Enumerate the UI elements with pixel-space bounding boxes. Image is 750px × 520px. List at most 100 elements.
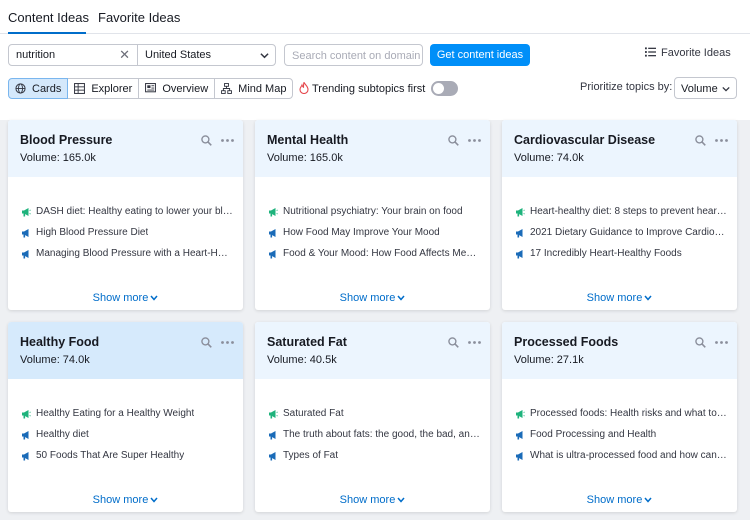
country-select[interactable]: United States bbox=[137, 44, 276, 66]
search-icon[interactable] bbox=[448, 337, 459, 348]
search-icon[interactable] bbox=[448, 135, 459, 146]
prioritize-select[interactable]: Volume bbox=[674, 77, 737, 99]
view-explorer-label: Explorer bbox=[91, 82, 133, 95]
get-content-ideas-button[interactable]: Get content ideas bbox=[430, 44, 530, 66]
megaphone-icon bbox=[22, 452, 29, 461]
content-ideas-list: Saturated Fat The truth about fats: the g… bbox=[268, 408, 480, 471]
view-mind-map-label: Mind Map bbox=[238, 82, 287, 95]
chevron-down-icon bbox=[397, 497, 405, 503]
card-header: Processed Foods Volume: 27.1k bbox=[502, 322, 737, 379]
show-more-link[interactable]: Show more bbox=[8, 292, 243, 304]
content-idea-title: What is ultra-processed food and how can… bbox=[530, 450, 727, 461]
trending-subtopics-toggle[interactable] bbox=[431, 81, 458, 96]
card-header: Healthy Food Volume: 74.0k bbox=[8, 322, 243, 379]
chevron-down-icon bbox=[260, 53, 269, 59]
more-options-icon[interactable] bbox=[715, 341, 728, 344]
search-icon[interactable] bbox=[201, 337, 212, 348]
more-options-icon[interactable] bbox=[221, 139, 234, 142]
megaphone-icon bbox=[22, 229, 29, 238]
content-idea-item[interactable]: How Food May Improve Your Mood bbox=[268, 227, 480, 248]
content-idea-title: 17 Incredibly Heart-Healthy Foods bbox=[530, 248, 682, 259]
content-idea-item[interactable]: The truth about fats: the good, the bad,… bbox=[268, 429, 480, 450]
megaphone-icon bbox=[516, 229, 523, 238]
table-icon bbox=[74, 83, 86, 94]
megaphone-icon bbox=[269, 229, 276, 238]
globe-icon bbox=[15, 83, 26, 94]
megaphone-icon bbox=[269, 431, 276, 440]
topic-card[interactable]: Saturated Fat Volume: 40.5k Saturated Fat T… bbox=[255, 322, 490, 512]
content-idea-title: Types of Fat bbox=[283, 450, 339, 461]
favorite-ideas-button[interactable]: Favorite Ideas bbox=[645, 47, 731, 59]
topic-title: Blood Pressure bbox=[20, 133, 113, 147]
search-icon[interactable] bbox=[695, 337, 706, 348]
content-idea-item[interactable]: 50 Foods That Are Super Healthy bbox=[21, 450, 233, 471]
topic-title: Saturated Fat bbox=[267, 335, 347, 349]
show-more-link[interactable]: Show more bbox=[255, 494, 490, 506]
card-header: Cardiovascular Disease Volume: 74.0k bbox=[502, 120, 737, 177]
content-idea-item[interactable]: DASH diet: Healthy eating to lower your … bbox=[21, 206, 233, 227]
content-idea-item[interactable]: 2021 Dietary Guidance to Improve Cardiov… bbox=[515, 227, 727, 248]
domain-search-input[interactable]: Search content on domain bbox=[284, 44, 423, 66]
chevron-down-icon bbox=[722, 86, 730, 92]
topic-volume: Volume: 27.1k bbox=[514, 354, 584, 366]
chevron-down-icon bbox=[644, 295, 652, 301]
content-idea-item[interactable]: Heart-healthy diet: 8 steps to prevent h… bbox=[515, 206, 727, 227]
megaphone-icon bbox=[516, 250, 523, 259]
content-idea-item[interactable]: Healthy diet bbox=[21, 429, 233, 450]
search-icon[interactable] bbox=[201, 135, 212, 146]
prioritize-label: Prioritize topics by: bbox=[580, 81, 673, 93]
content-idea-title: Processed foods: Health risks and what t… bbox=[530, 408, 727, 419]
more-options-icon[interactable] bbox=[468, 139, 481, 142]
search-icon[interactable] bbox=[695, 135, 706, 146]
content-ideas-list: Nutritional psychiatry: Your brain on fo… bbox=[268, 206, 480, 269]
view-explorer-button[interactable]: Explorer bbox=[67, 78, 140, 99]
content-idea-item[interactable]: Food & Your Mood: How Food Affects Menta… bbox=[268, 248, 480, 269]
more-options-icon[interactable] bbox=[221, 341, 234, 344]
content-idea-title: Heart-healthy diet: 8 steps to prevent h… bbox=[530, 206, 727, 217]
content-ideas-list: DASH diet: Healthy eating to lower your … bbox=[21, 206, 233, 269]
show-more-link[interactable]: Show more bbox=[502, 494, 737, 506]
trending-megaphone-icon bbox=[22, 410, 31, 419]
content-idea-item[interactable]: Managing Blood Pressure with a Heart-Hea… bbox=[21, 248, 233, 269]
tab-favorite-ideas[interactable]: Favorite Ideas bbox=[98, 10, 181, 25]
topic-card[interactable]: Mental Health Volume: 165.0k Nutritional p… bbox=[255, 120, 490, 310]
more-options-icon[interactable] bbox=[715, 139, 728, 142]
megaphone-icon bbox=[22, 250, 29, 259]
content-idea-item[interactable]: Healthy Eating for a Healthy Weight bbox=[21, 408, 233, 429]
view-mind-map-button[interactable]: Mind Map bbox=[214, 78, 294, 99]
trending-megaphone-icon bbox=[269, 410, 278, 419]
content-idea-item[interactable]: Food Processing and Health bbox=[515, 429, 727, 450]
view-cards-button[interactable]: Cards bbox=[8, 78, 69, 99]
content-idea-item[interactable]: What is ultra-processed food and how can… bbox=[515, 450, 727, 471]
chevron-down-icon bbox=[644, 497, 652, 503]
content-idea-item[interactable]: Types of Fat bbox=[268, 450, 480, 471]
search-input[interactable]: nutrition ✕ bbox=[8, 44, 138, 66]
content-idea-item[interactable]: Saturated Fat bbox=[268, 408, 480, 429]
content-idea-item[interactable]: Processed foods: Health risks and what t… bbox=[515, 408, 727, 429]
card-header: Mental Health Volume: 165.0k bbox=[255, 120, 490, 177]
content-idea-item[interactable]: Nutritional psychiatry: Your brain on fo… bbox=[268, 206, 480, 227]
topic-title: Cardiovascular Disease bbox=[514, 133, 656, 147]
search-input-value: nutrition bbox=[16, 49, 56, 61]
topic-card[interactable]: Processed Foods Volume: 27.1k Processed fo… bbox=[502, 322, 737, 512]
show-more-link[interactable]: Show more bbox=[502, 292, 737, 304]
more-options-icon[interactable] bbox=[468, 341, 481, 344]
content-ideas-list: Heart-healthy diet: 8 steps to prevent h… bbox=[515, 206, 727, 269]
topic-volume: Volume: 165.0k bbox=[20, 152, 96, 164]
card-header: Saturated Fat Volume: 40.5k bbox=[255, 322, 490, 379]
tab-content-ideas[interactable]: Content Ideas bbox=[8, 10, 89, 25]
close-icon[interactable]: ✕ bbox=[119, 47, 130, 62]
content-idea-item[interactable]: 17 Incredibly Heart-Healthy Foods bbox=[515, 248, 727, 269]
chevron-down-icon bbox=[397, 295, 405, 301]
topic-volume: Volume: 40.5k bbox=[267, 354, 337, 366]
show-more-link[interactable]: Show more bbox=[8, 494, 243, 506]
topic-card[interactable]: Blood Pressure Volume: 165.0k DASH diet: H… bbox=[8, 120, 243, 310]
content-idea-item[interactable]: High Blood Pressure Diet bbox=[21, 227, 233, 248]
view-overview-button[interactable]: Overview bbox=[138, 78, 216, 99]
topic-card[interactable]: Healthy Food Volume: 74.0k Healthy Eating … bbox=[8, 322, 243, 512]
content-idea-title: Saturated Fat bbox=[283, 408, 344, 419]
show-more-link[interactable]: Show more bbox=[255, 292, 490, 304]
topic-card[interactable]: Cardiovascular Disease Volume: 74.0k Heart… bbox=[502, 120, 737, 310]
country-select-value: United States bbox=[145, 49, 212, 61]
content-ideas-list: Healthy Eating for a Healthy Weight Healt… bbox=[21, 408, 233, 471]
